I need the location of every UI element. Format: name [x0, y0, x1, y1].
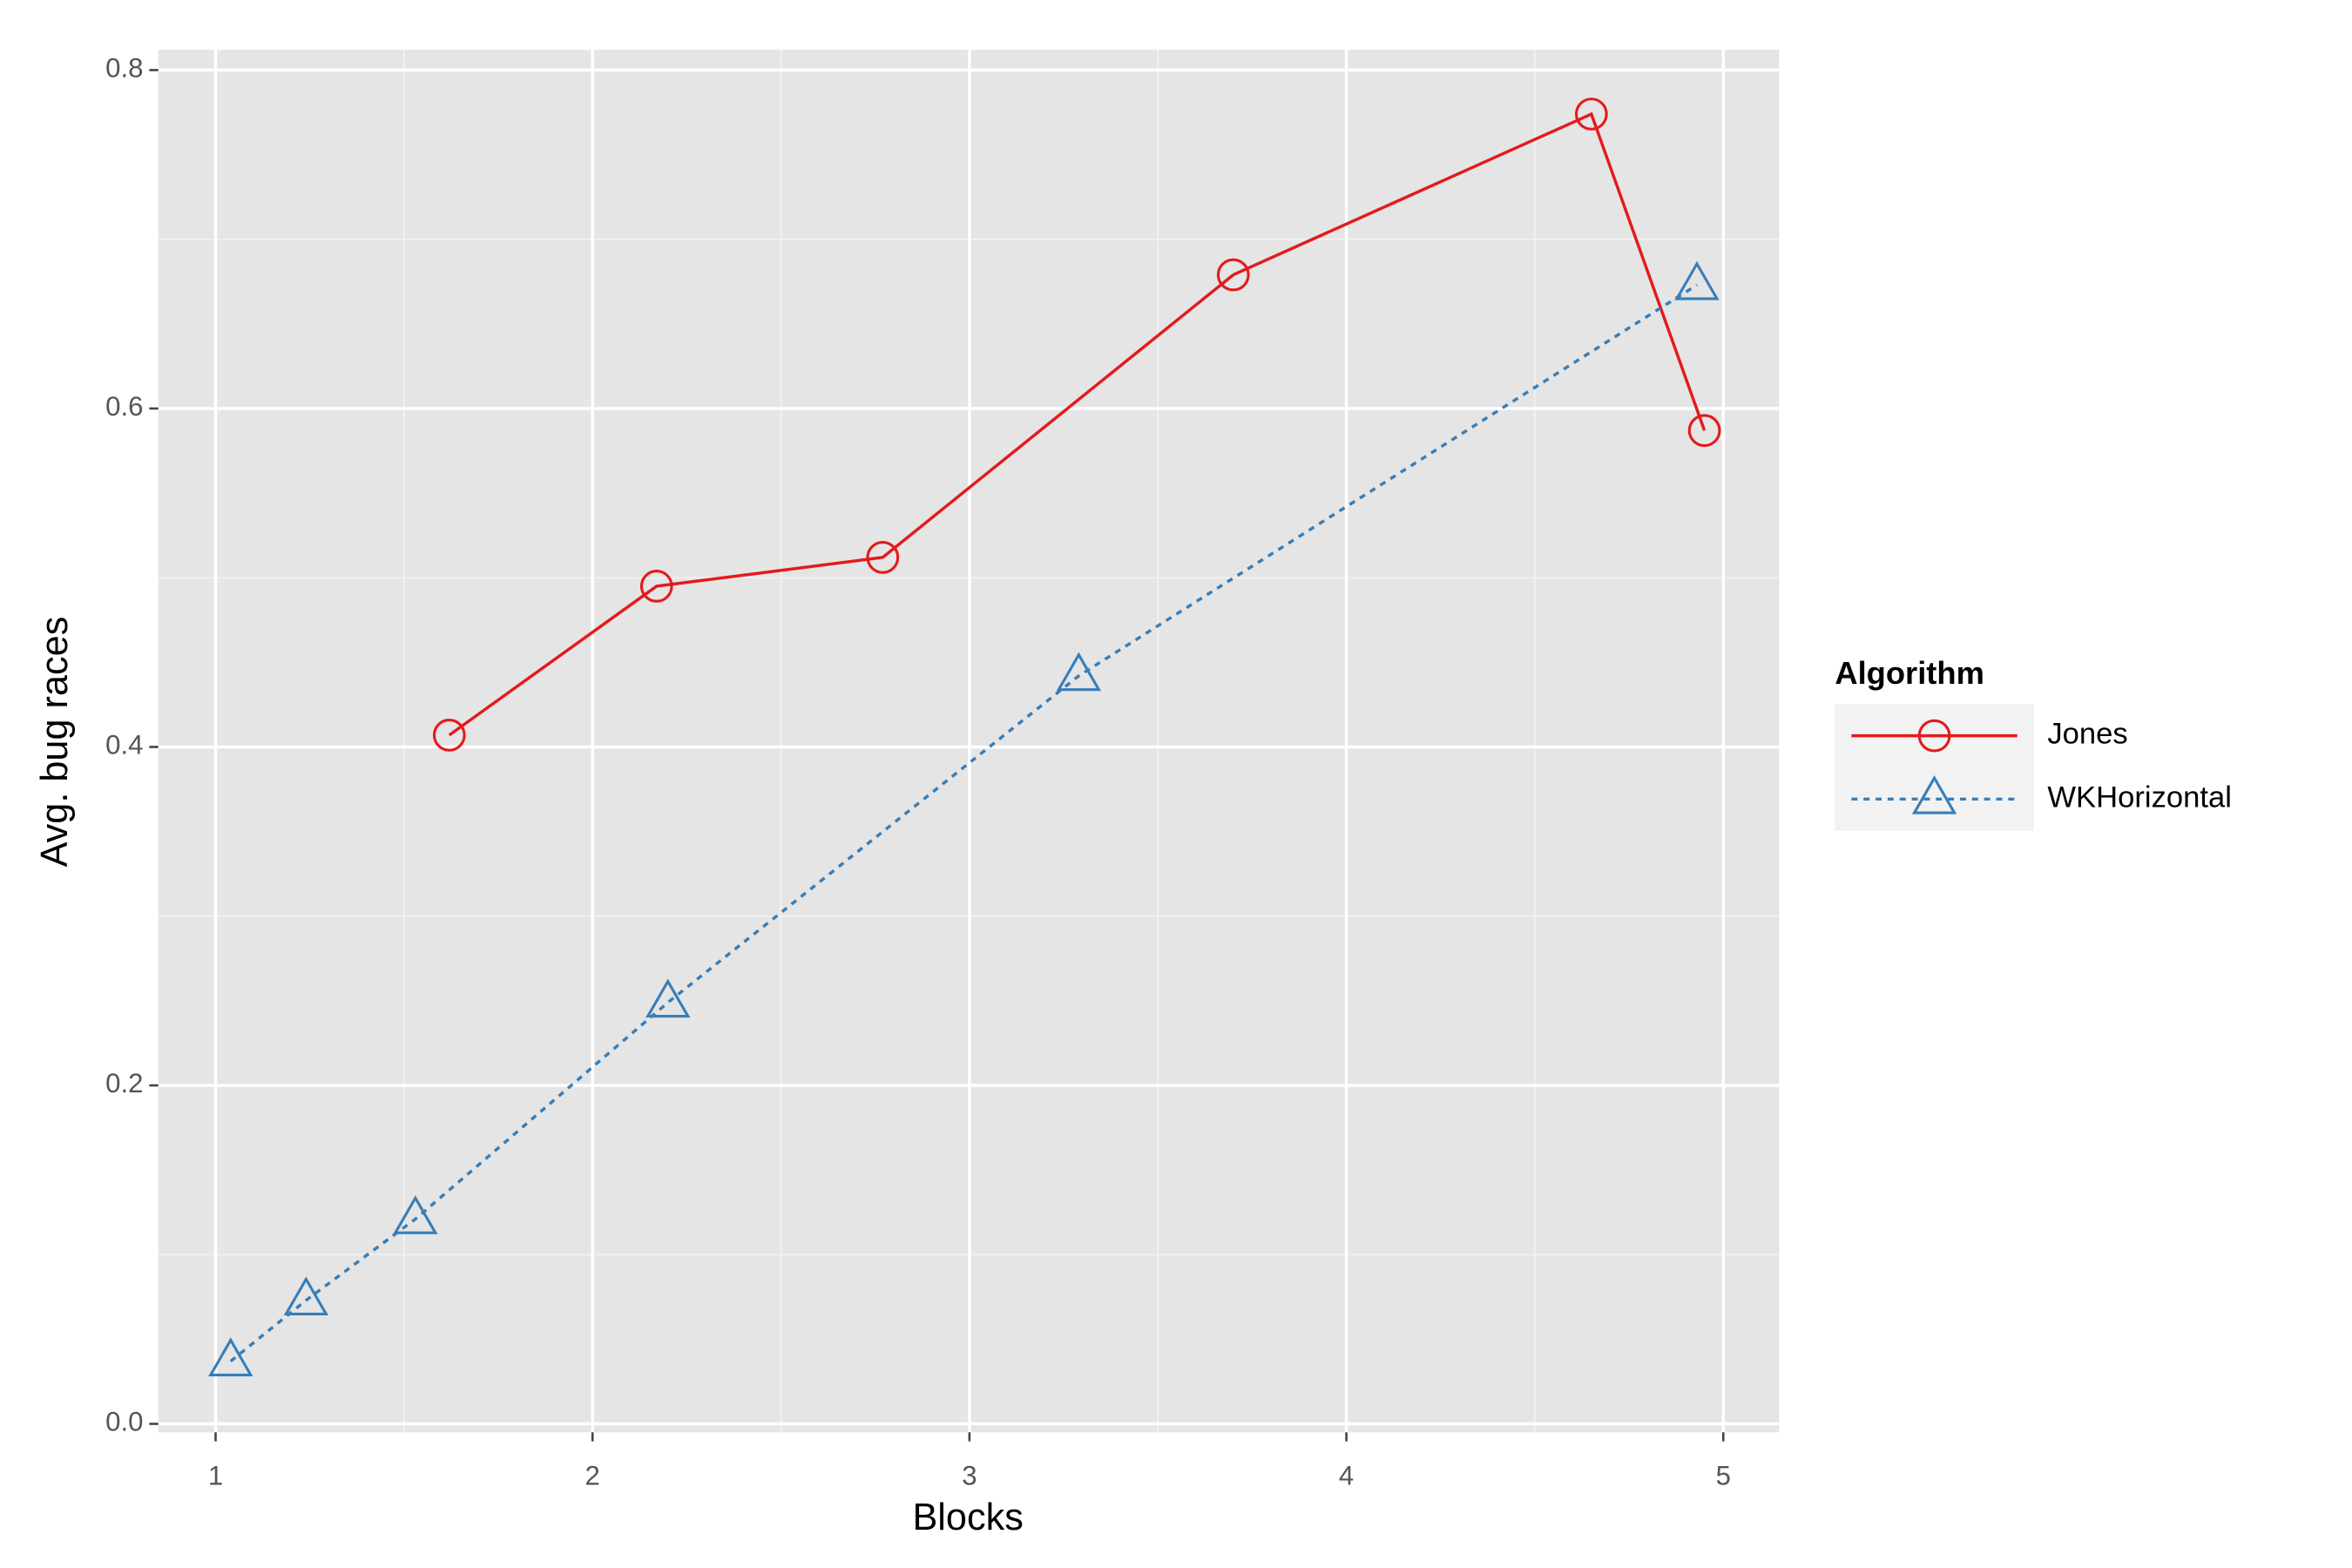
- y-tick-label: 0.2: [105, 1068, 143, 1098]
- x-tick-label: 5: [1716, 1460, 1731, 1490]
- x-axis-title: Blocks: [912, 1497, 1023, 1538]
- legend-marker: [1917, 719, 1951, 753]
- point: [1687, 414, 1721, 448]
- point: [1574, 98, 1608, 131]
- point: [432, 719, 466, 752]
- x-tick-label: 3: [962, 1460, 977, 1490]
- y-tick-label: 0.4: [105, 730, 143, 760]
- point: [1674, 260, 1720, 301]
- point: [393, 1195, 438, 1234]
- point: [639, 570, 673, 603]
- x-tick-label: 4: [1339, 1460, 1354, 1490]
- x-tick-label: 2: [585, 1460, 600, 1490]
- y-tick-label: 0.8: [105, 53, 143, 84]
- y-tick-label: 0.0: [105, 1407, 143, 1437]
- x-tick-label: 1: [208, 1460, 223, 1490]
- y-axis-title: Avg. bug races: [34, 617, 76, 868]
- legend-label: Jones: [2047, 718, 2127, 751]
- y-tick-label: 0.6: [105, 391, 143, 422]
- series-line: [448, 112, 1707, 737]
- legend-marker: [1911, 774, 1957, 814]
- point: [283, 1276, 329, 1316]
- legend-label: WKHorizontal: [2047, 781, 2232, 814]
- legend-title: Algorithm: [1835, 655, 1984, 691]
- point: [1216, 258, 1250, 292]
- point: [208, 1337, 253, 1376]
- series-line: [229, 283, 1698, 1362]
- point: [866, 541, 900, 574]
- point: [645, 978, 691, 1018]
- point: [1056, 652, 1102, 692]
